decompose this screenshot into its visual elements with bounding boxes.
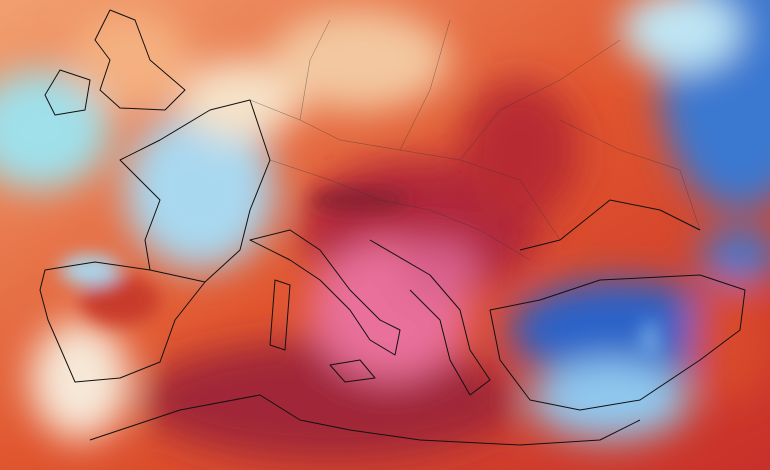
anatolia-coast: [489, 274, 746, 411]
border-line: [399, 19, 451, 151]
border-line: [269, 159, 531, 261]
mild-area: [180, 60, 300, 140]
mild-area: [270, 10, 450, 110]
cool-area: [620, 0, 740, 70]
italy-coast: [249, 229, 401, 356]
mild-area: [30, 320, 130, 440]
border-line: [299, 19, 331, 121]
cool-area: [125, 110, 275, 270]
africa-coast: [89, 394, 641, 446]
hot-spot: [310, 188, 410, 212]
cold-area: [700, 230, 770, 280]
britain-coast: [94, 9, 186, 111]
cool-area: [530, 360, 690, 440]
cool-spot: [640, 320, 660, 360]
borders: [249, 19, 701, 261]
very-hot-area: [400, 240, 480, 300]
border-line: [459, 39, 621, 161]
detail-field: [60, 188, 660, 360]
border-line: [559, 119, 701, 231]
coastlines: [39, 9, 746, 446]
cool-spot: [60, 255, 120, 285]
hot-area: [690, 280, 770, 400]
cool-area: [0, 70, 110, 190]
france-coast: [119, 99, 271, 283]
balkan-coast: [369, 239, 491, 396]
sicily-coast: [329, 359, 376, 383]
iberia-coast: [39, 261, 206, 383]
cold-area: [510, 280, 730, 380]
ireland-coast: [44, 69, 91, 116]
hot-area: [460, 80, 580, 220]
sardinia-coast: [269, 279, 291, 351]
hot-spot: [80, 275, 160, 325]
black-sea-coast: [519, 199, 701, 251]
mild-area: [70, 10, 190, 110]
